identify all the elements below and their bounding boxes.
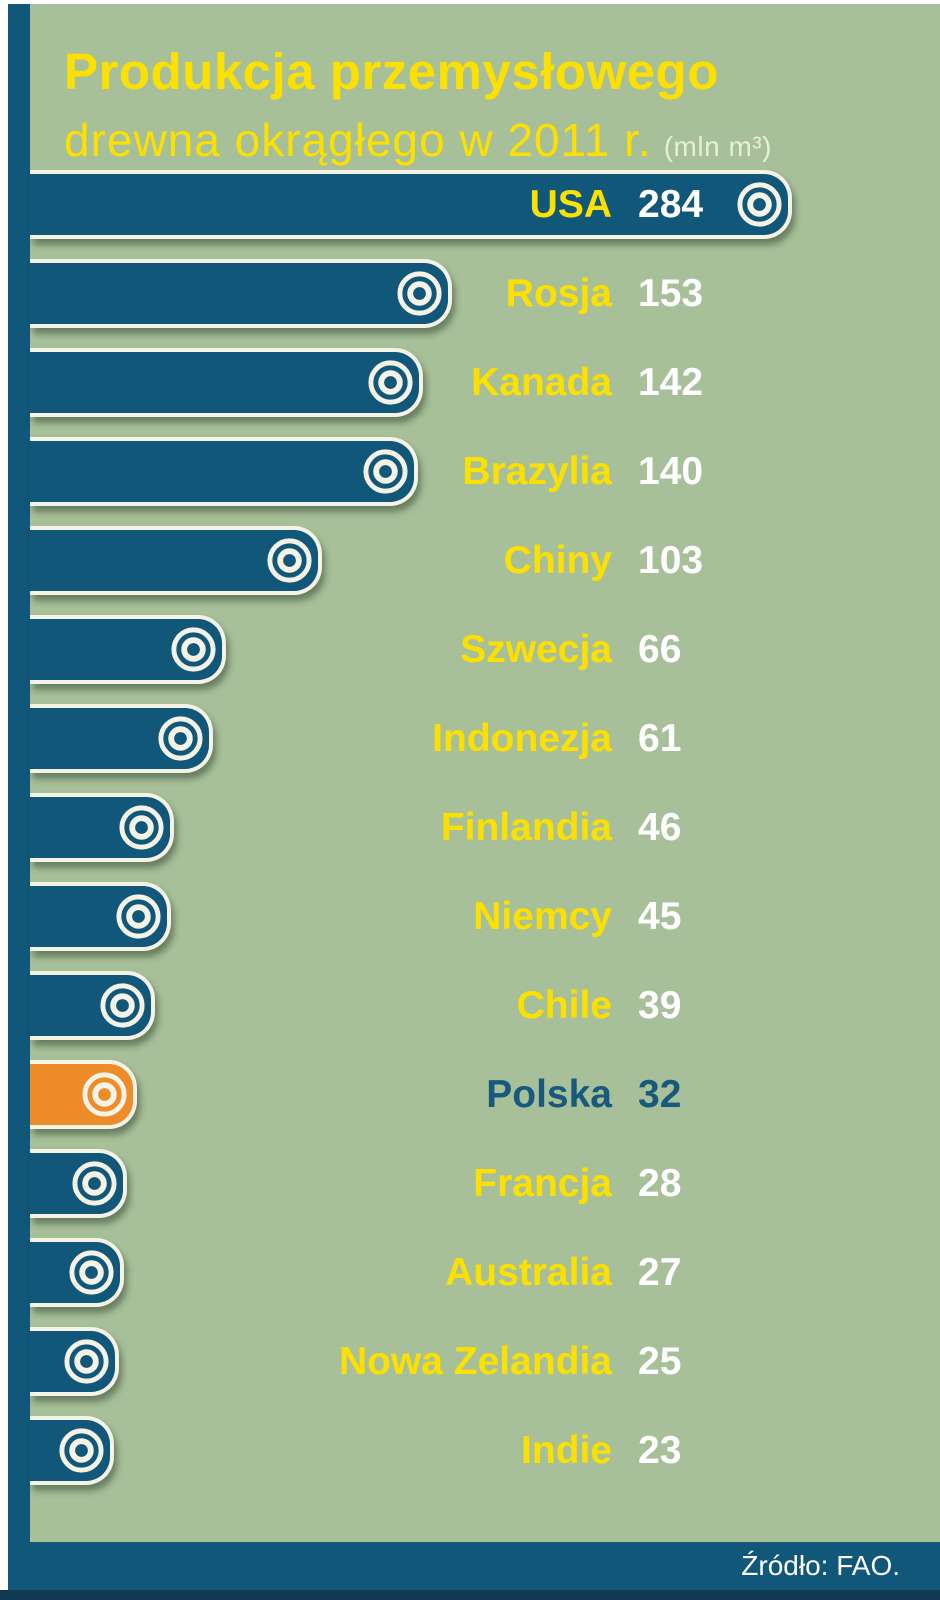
chart-header: Produkcja przemysłowego drewna okrągłego…: [30, 42, 940, 167]
country-label: Szwecja: [460, 628, 612, 671]
country-label: Australia: [445, 1251, 612, 1294]
country-label: USA: [529, 183, 612, 226]
bar: [30, 882, 171, 951]
log-end-icon: [72, 1161, 117, 1206]
bar-row: Indie 23: [30, 1406, 940, 1495]
value-label: 142: [638, 361, 704, 404]
bar-row: Szwecja 66: [30, 605, 940, 694]
bar: [30, 1149, 127, 1218]
country-label: Indonezja: [432, 717, 612, 760]
value-label: 284: [638, 183, 704, 226]
source-footer: Źródło: FAO.: [8, 1542, 940, 1590]
chart-subtitle-text: drewna okrągłego w 2011 r.: [64, 114, 652, 166]
value-label: 66: [638, 628, 682, 671]
country-label: Francja: [473, 1162, 612, 1205]
bar-row: Indonezja 61: [30, 694, 940, 783]
source-text: Źródło: FAO.: [741, 1550, 900, 1581]
log-end-icon: [267, 538, 312, 583]
log-end-icon: [171, 627, 216, 672]
bar: [30, 526, 322, 595]
value-label: 39: [638, 984, 682, 1027]
log-end-icon: [116, 894, 161, 939]
log-end-icon: [397, 271, 442, 316]
value-label: 27: [638, 1251, 682, 1294]
log-end-icon: [119, 805, 164, 850]
country-label: Niemcy: [473, 895, 612, 938]
bar-row: Kanada 142: [30, 338, 940, 427]
bar: [30, 971, 156, 1040]
bottom-edge-strip: [0, 1590, 940, 1600]
country-label: Polska: [486, 1073, 612, 1116]
chart-title-line2: drewna okrągłego w 2011 r. (mln m³): [64, 113, 940, 167]
bar: [30, 259, 452, 328]
bar-row: Chiny 103: [30, 516, 940, 605]
bar-row: Nowa Zelandia 25: [30, 1317, 940, 1406]
bar: [30, 170, 793, 239]
bar: [30, 704, 213, 773]
log-end-icon: [368, 360, 413, 405]
log-end-icon: [363, 449, 408, 494]
value-label: 103: [638, 539, 704, 582]
country-label: Nowa Zelandia: [338, 1340, 612, 1383]
value-label: 28: [638, 1162, 682, 1205]
bar-row: Francja 28: [30, 1139, 940, 1228]
bar: [30, 793, 174, 862]
value-label: 25: [638, 1340, 682, 1383]
bar: [30, 437, 418, 506]
chart-title-line1: Produkcja przemysłowego: [64, 43, 719, 100]
country-label: Finlandia: [440, 806, 612, 849]
bar-row: USA 284: [30, 160, 940, 249]
left-spine-bar: [8, 4, 30, 1600]
value-label: 61: [638, 717, 682, 760]
bar-row: Niemcy 45: [30, 872, 940, 961]
country-label: Kanada: [471, 361, 612, 404]
bar: [30, 615, 226, 684]
bar: [30, 1327, 119, 1396]
bar-row: Rosja 153: [30, 249, 940, 338]
value-label: 153: [638, 272, 704, 315]
country-label: Chiny: [503, 539, 612, 582]
value-label: 46: [638, 806, 682, 849]
value-label: 23: [638, 1429, 682, 1472]
value-label: 32: [638, 1073, 682, 1116]
log-end-icon: [100, 983, 145, 1028]
chart-unit-label: (mln m³): [663, 131, 772, 162]
country-label: Brazylia: [462, 450, 612, 493]
value-label: 140: [638, 450, 704, 493]
chart-panel: Produkcja przemysłowego drewna okrągłego…: [30, 4, 940, 1542]
bar: [30, 1416, 114, 1485]
bar-row: Polska 32: [30, 1050, 940, 1139]
bar-row: Finlandia 46: [30, 783, 940, 872]
log-end-icon: [69, 1250, 114, 1295]
log-end-icon: [82, 1072, 127, 1117]
bar: [30, 348, 424, 417]
value-label: 45: [638, 895, 682, 938]
bar-highlight: [30, 1060, 138, 1129]
country-label: Chile: [516, 984, 612, 1027]
log-end-icon: [158, 716, 203, 761]
log-end-icon: [59, 1428, 104, 1473]
country-label: Indie: [520, 1429, 612, 1472]
log-end-icon: [64, 1339, 109, 1384]
bar-row: Chile 39: [30, 961, 940, 1050]
bar-row: Brazylia 140: [30, 427, 940, 516]
bar-chart: USA 284 Rosja 153 Kanada 142 Brazylia 140 Chiny 1…: [30, 160, 940, 1495]
bar: [30, 1238, 125, 1307]
bar-row: Australia 27: [30, 1228, 940, 1317]
country-label: Rosja: [505, 272, 612, 315]
log-end-icon: [737, 182, 782, 227]
